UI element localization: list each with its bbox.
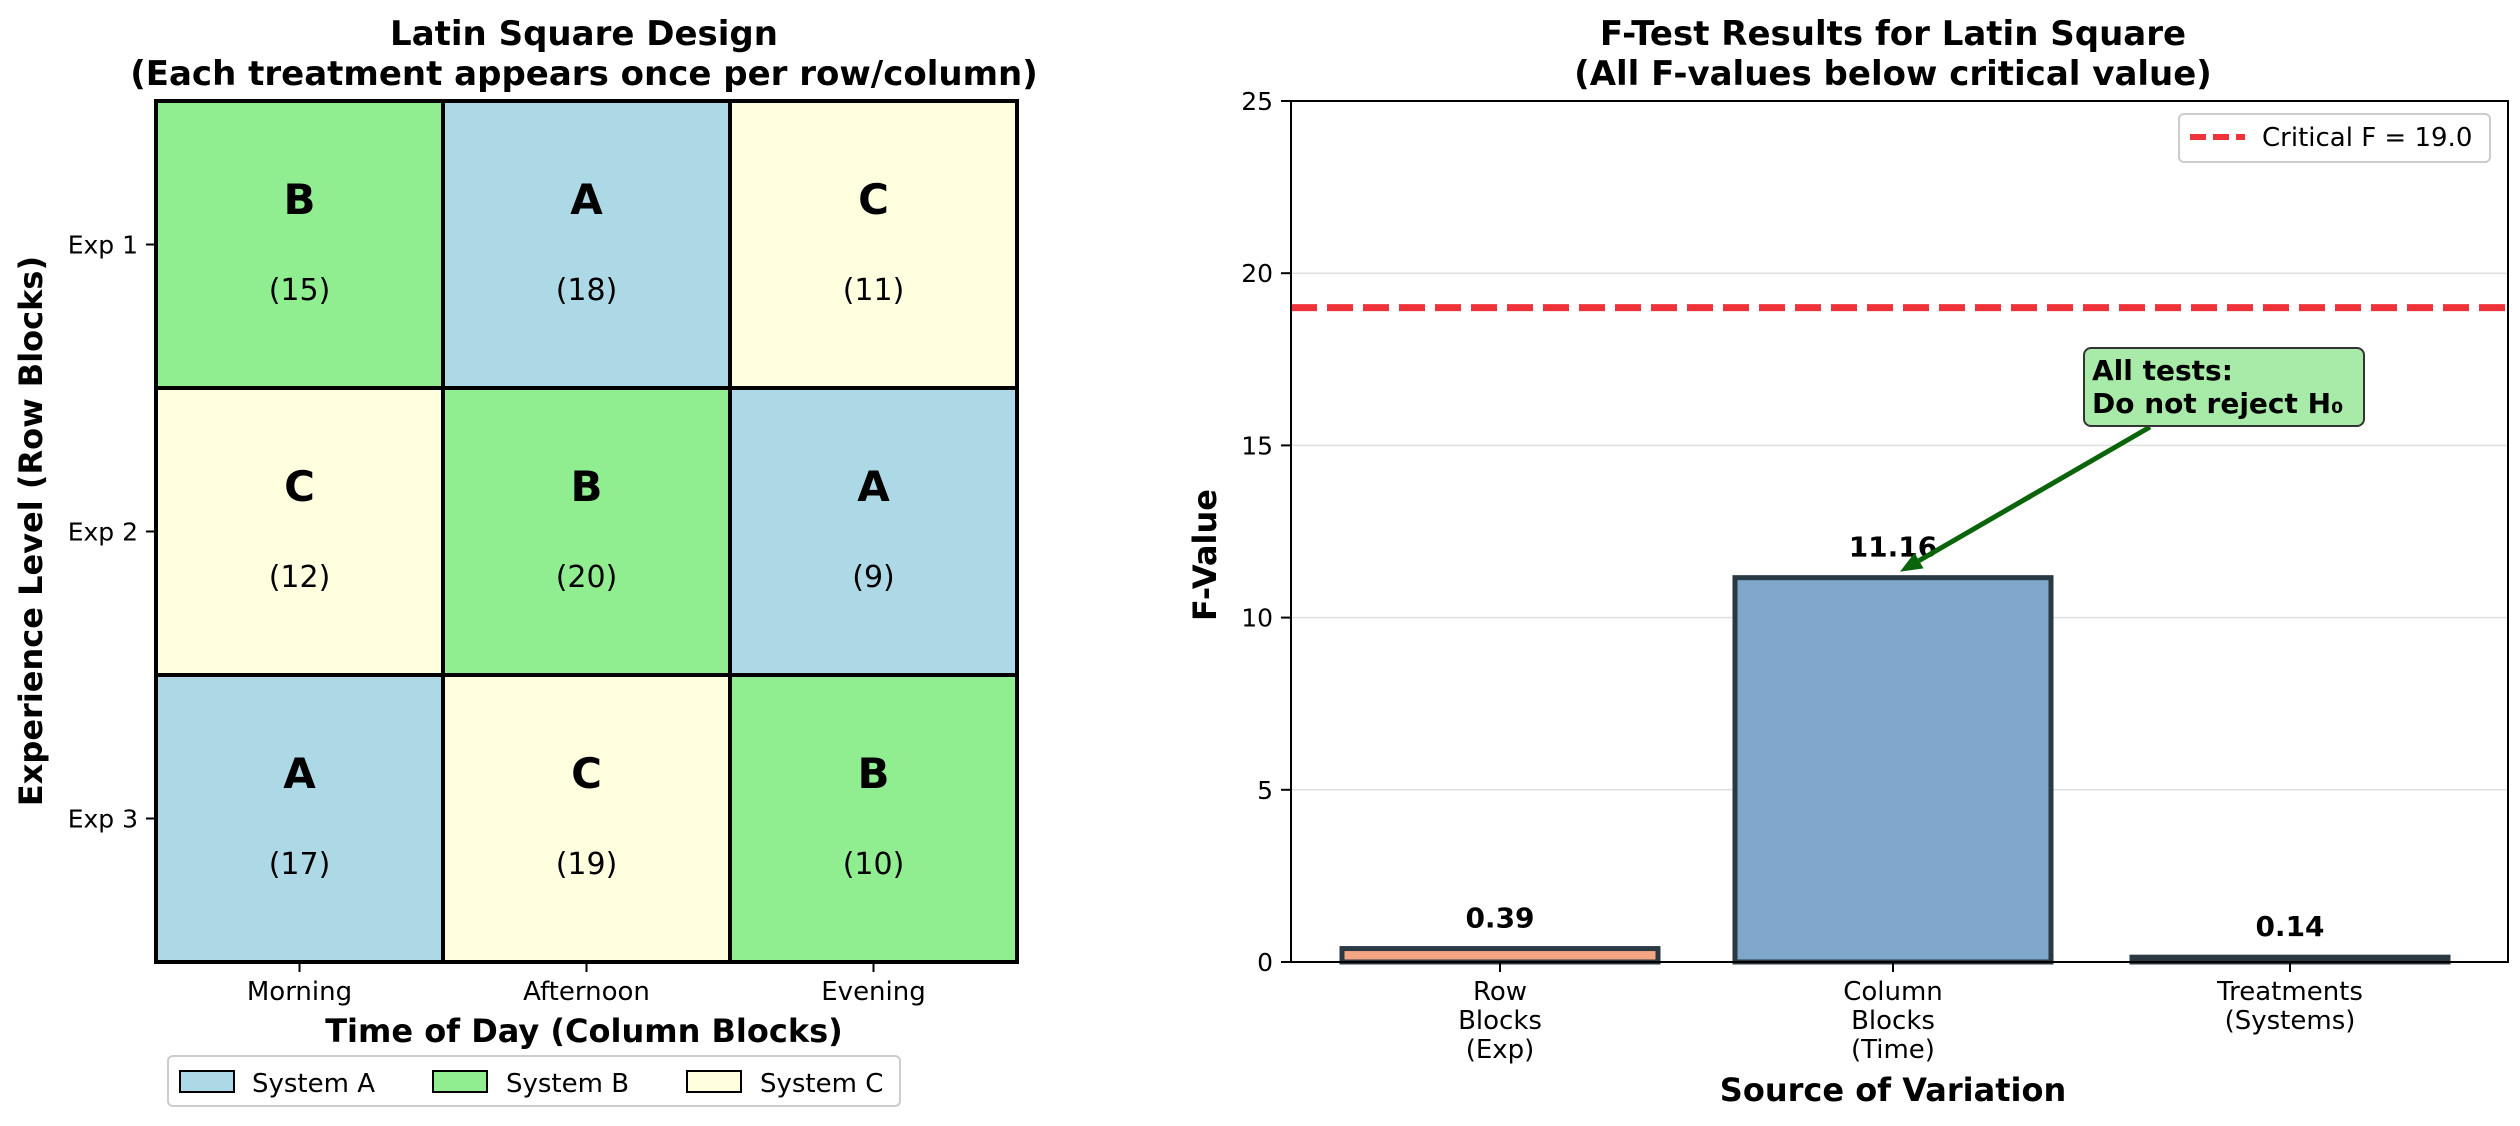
cell-treatment-label: A — [570, 175, 603, 224]
cell-treatment-label: A — [283, 749, 316, 798]
latin-square-cell-r2-c1 — [154, 386, 445, 677]
cell-value-label: (18) — [556, 273, 618, 308]
row-tick-label: Exp 2 — [68, 518, 138, 547]
column-tick-label: Afternoon — [523, 977, 650, 1007]
x-tick-label-line: Blocks — [1851, 1006, 1935, 1036]
legend-label-system-b: System B — [506, 1069, 629, 1099]
x-tick-label-line: Row — [1473, 977, 1527, 1007]
cell-treatment-label: C — [571, 749, 602, 798]
cell-value-label: (15) — [269, 273, 331, 308]
latin-square-grid: B (15) A (18) C (11) C (12) B (20) A (9) A (17) C (19) B… — [68, 99, 1019, 1007]
x-tick-label-line: Blocks — [1458, 1006, 1542, 1036]
legend-swatch-system-b — [432, 1070, 488, 1093]
latin-square-cell-r2-c2 — [441, 386, 732, 677]
y-tick-label: 10 — [1241, 604, 1273, 633]
column-tick-label: Morning — [247, 977, 352, 1007]
y-tick-label: 25 — [1241, 87, 1273, 116]
cell-value-label: (12) — [269, 560, 331, 595]
x-tick-label-line: Column — [1843, 977, 1943, 1007]
f-test-y-axis-label: F-Value — [1186, 489, 1224, 621]
f-value-bar-1 — [1339, 946, 1661, 965]
f-test-legend: Critical F = 19.0 — [2178, 113, 2491, 163]
cell-treatment-label: B — [570, 462, 602, 511]
cell-treatment-label: B — [857, 749, 889, 798]
x-tick-label-line: (Systems) — [2225, 1006, 2356, 1036]
latin-square-cell-r2-c3 — [728, 386, 1019, 677]
legend-label-system-a: System A — [252, 1069, 375, 1099]
legend-critical-label: Critical F = 19.0 — [2262, 123, 2472, 153]
f-test-axes — [1290, 100, 2509, 963]
latin-square-title-line1: Latin Square Design — [390, 14, 778, 54]
cell-value-label: (17) — [269, 847, 331, 882]
latin-square-x-axis-label: Time of Day (Column Blocks) — [325, 1012, 843, 1050]
y-tick-label: 20 — [1241, 259, 1273, 288]
annotation-line-2: Do not reject H₀ — [2092, 387, 2343, 420]
y-tick-label: 0 — [1257, 948, 1273, 977]
bar-value-label: 0.39 — [1465, 902, 1534, 935]
latin-square-cell-r1-c3 — [728, 99, 1019, 390]
annotation-line-1: All tests: — [2092, 354, 2233, 387]
latin-square-legend: System A System B System C — [167, 1055, 901, 1107]
x-tick-label-line: (Exp) — [1466, 1035, 1535, 1065]
f-test-axes-frame — [1290, 100, 2509, 963]
cell-treatment-label: C — [284, 462, 315, 511]
latin-square-title-line2: (Each treatment appears once per row/col… — [130, 54, 1038, 94]
cell-value-label: (19) — [556, 847, 618, 882]
f-test-title-line1: F-Test Results for Latin Square — [1600, 14, 2186, 54]
legend-swatch-system-a — [179, 1070, 235, 1093]
cell-value-label: (20) — [556, 560, 618, 595]
cell-treatment-label: B — [283, 175, 315, 224]
latin-square-panel: Latin Square Design (Each treatment appe… — [12, 14, 1038, 1107]
latin-square-cell-r1-c1 — [154, 99, 445, 390]
cell-value-label: (10) — [843, 847, 905, 882]
annotation-arrow — [1917, 424, 2152, 563]
f-test-x-axis-label: Source of Variation — [1720, 1071, 2066, 1109]
cell-value-label: (11) — [843, 273, 905, 308]
f-test-ticks: 0510152025RowBlocks(Exp)ColumnBlocks(Tim… — [1241, 87, 2363, 1065]
legend-label-system-c: System C — [760, 1069, 883, 1099]
annotation-arrowhead — [1900, 552, 1924, 572]
f-test-legend-frame — [2178, 113, 2491, 163]
row-tick-label: Exp 3 — [68, 805, 138, 834]
y-tick-label: 5 — [1257, 776, 1273, 805]
row-tick-label: Exp 1 — [68, 231, 138, 260]
latin-square-cell-r3-c1 — [154, 673, 445, 964]
latin-square-cell-r1-c2 — [441, 99, 732, 390]
conclusion-annotation: All tests: Do not reject H₀ — [1900, 347, 2365, 572]
column-tick-label: Evening — [821, 977, 926, 1007]
latin-square-cell-r3-c2 — [441, 673, 732, 964]
latin-square-cell-r3-c3 — [728, 673, 1019, 964]
bar-value-label: 0.14 — [2255, 910, 2324, 943]
cell-value-label: (9) — [852, 560, 895, 595]
f-value-bar-2 — [1732, 575, 2054, 965]
latin-square-y-axis-label: Experience Level (Row Blocks) — [12, 256, 50, 806]
legend-frame — [167, 1055, 901, 1107]
x-tick-label-line: (Time) — [1851, 1035, 1935, 1065]
x-tick-label-line: Treatments — [2216, 977, 2363, 1007]
y-tick-label: 15 — [1241, 431, 1273, 460]
annotation-box — [2083, 347, 2365, 427]
cell-treatment-label: C — [858, 175, 889, 224]
legend-swatch-system-c — [686, 1070, 742, 1093]
f-test-title-line2: (All F-values below critical value) — [1574, 54, 2212, 94]
f-test-panel: F-Test Results for Latin Square (All F-v… — [1186, 14, 2509, 1109]
f-test-gridlines — [1291, 272, 2508, 791]
cell-treatment-label: A — [857, 462, 890, 511]
